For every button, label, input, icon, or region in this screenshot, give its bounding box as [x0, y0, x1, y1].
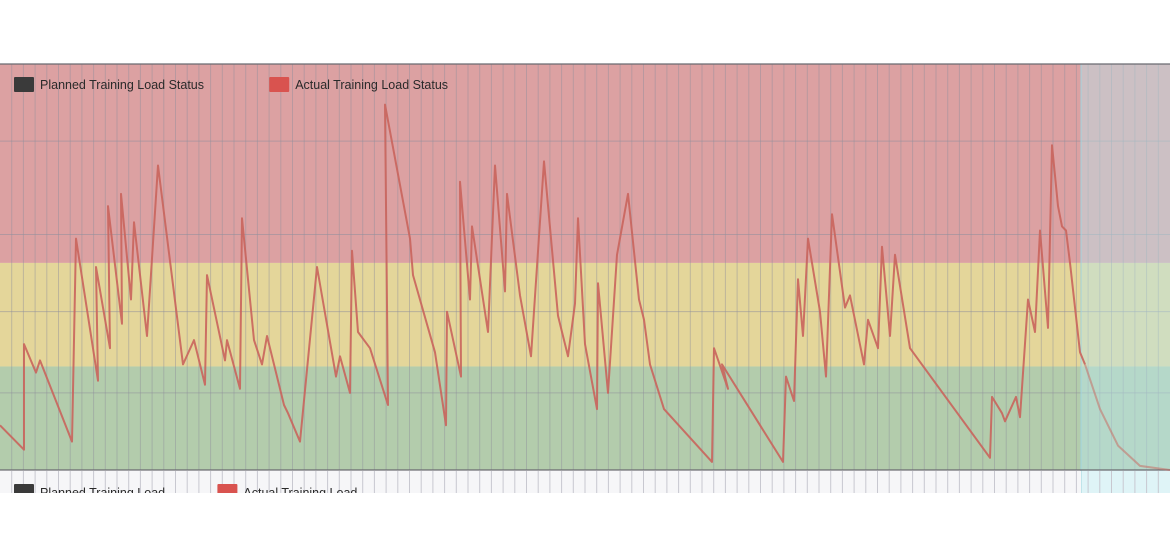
lower-legend-clip [0, 493, 1170, 550]
legend-label-1[interactable]: Actual Training Load Status [295, 78, 448, 92]
zone-green [0, 366, 1170, 470]
zone-red [0, 64, 1170, 263]
legend-swatch-1[interactable] [269, 77, 290, 92]
legend-swatch-0[interactable] [14, 77, 34, 92]
future-overlay [1081, 64, 1170, 494]
series-line-0 [0, 103, 1086, 463]
series-line-1 [1084, 364, 1170, 471]
lower-panel-bg [0, 471, 1081, 493]
legend-label-0[interactable]: Planned Training Load Status [40, 78, 204, 92]
